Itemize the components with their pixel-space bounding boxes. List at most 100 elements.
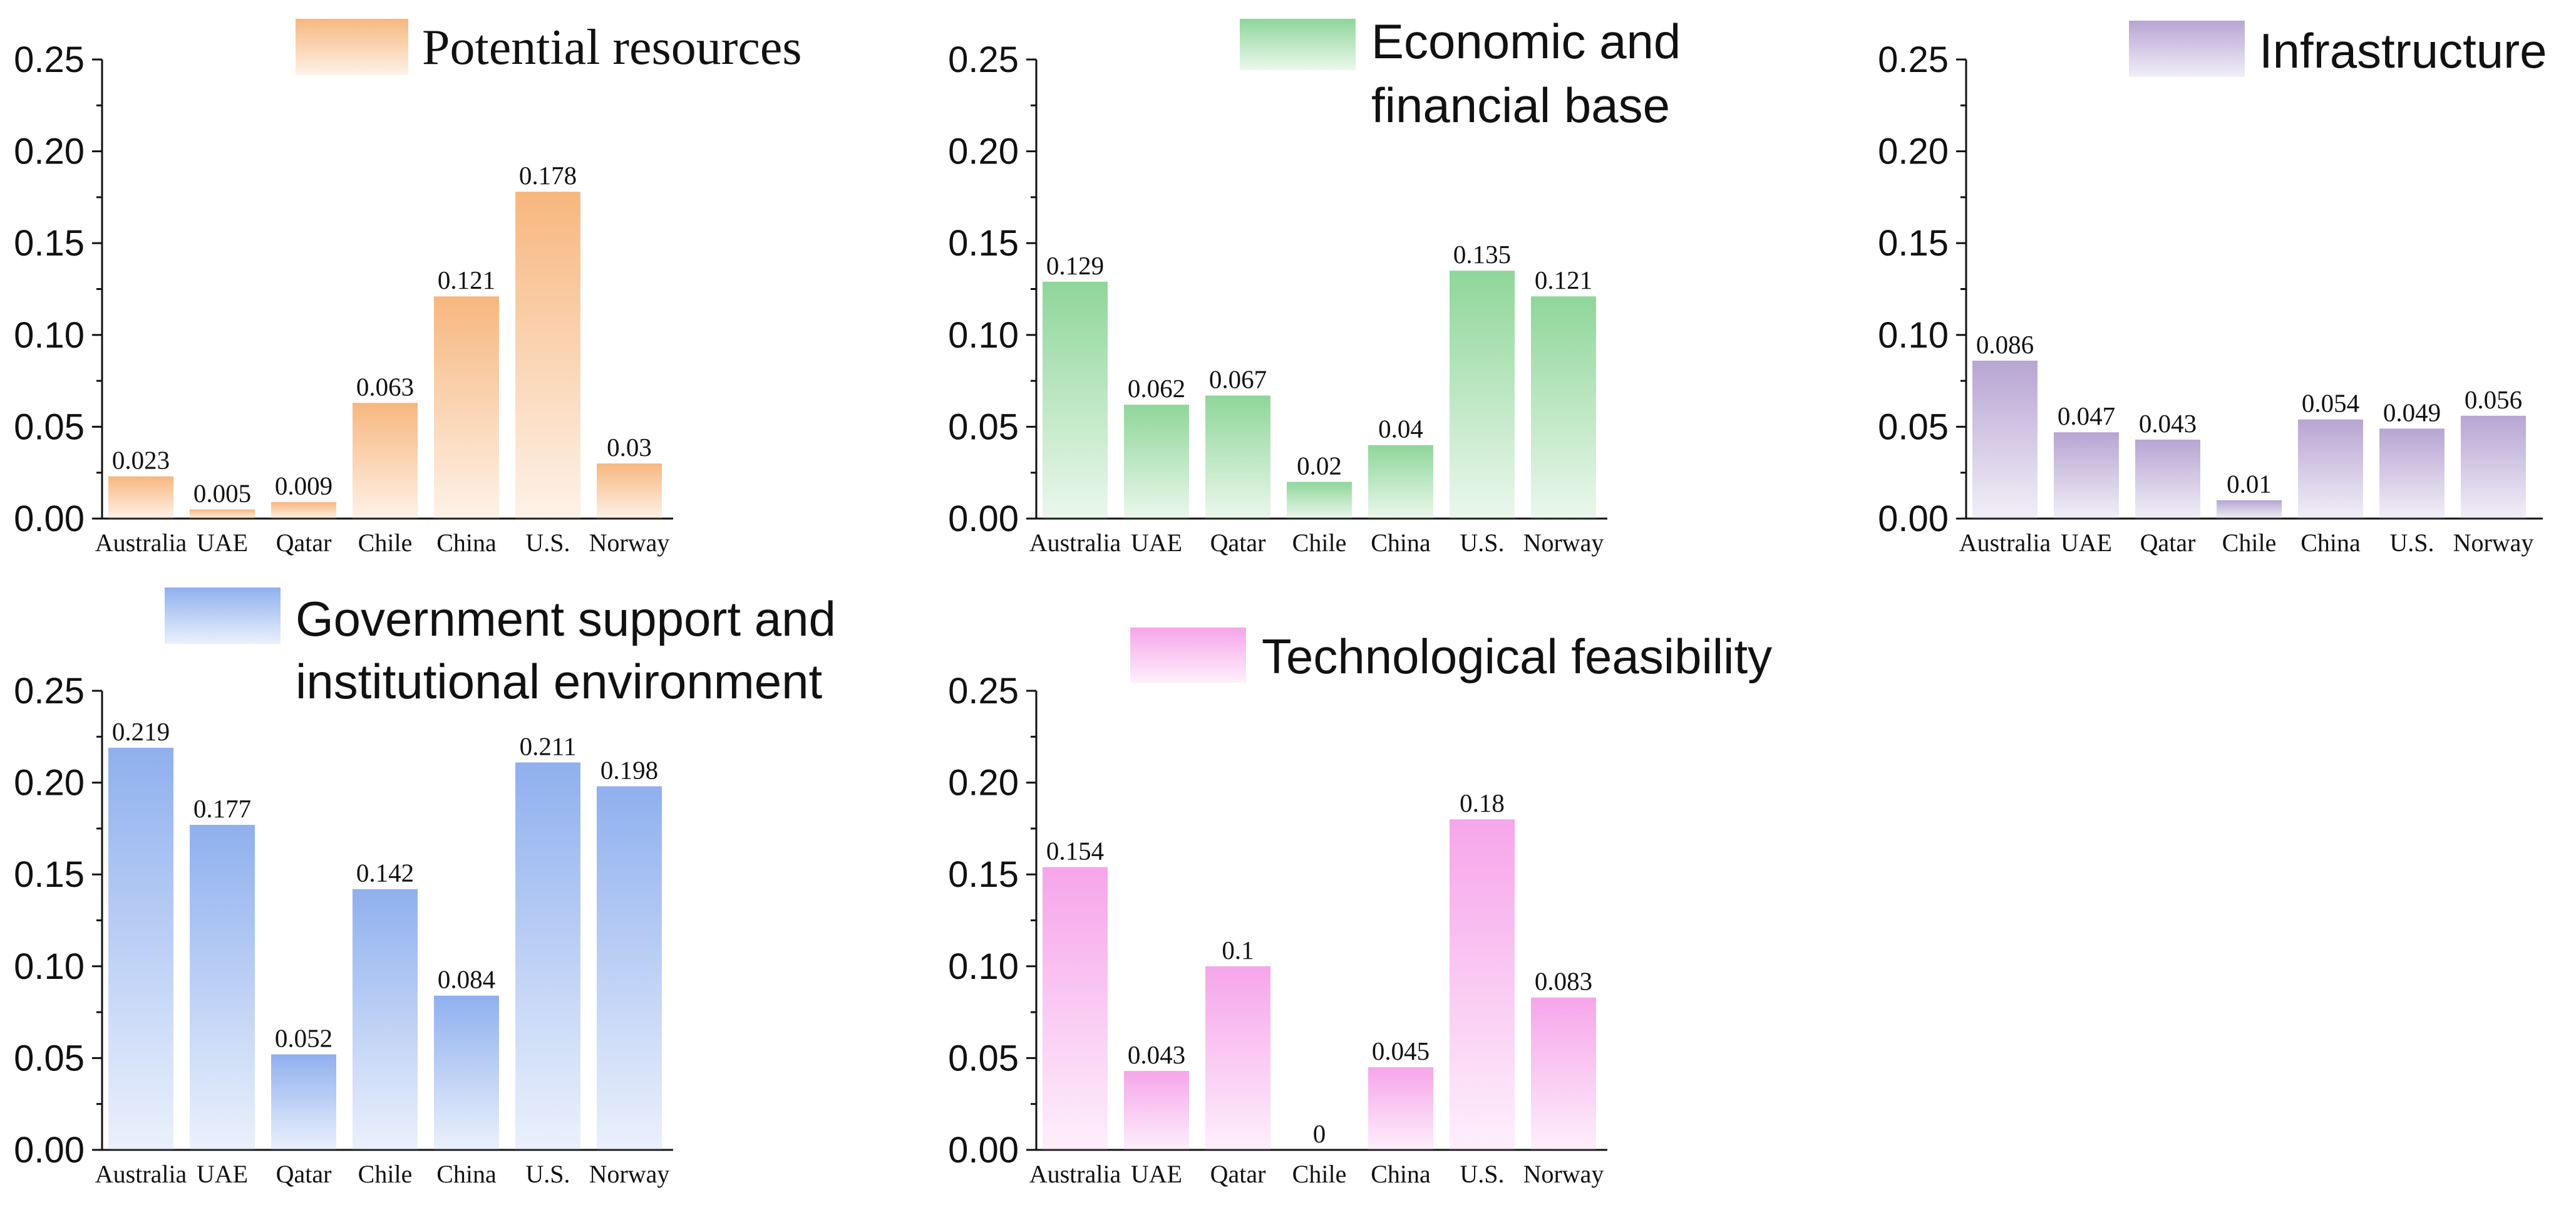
bar	[2379, 428, 2445, 519]
value-label: 0.009	[275, 472, 332, 500]
legend-swatch	[1240, 19, 1356, 70]
value-label: 0	[1313, 1119, 1326, 1148]
y-tick-label: 0.10	[1878, 315, 1949, 356]
y-tick-label: 0.15	[14, 854, 85, 895]
y-tick-label: 0.25	[1878, 39, 1949, 80]
category-label: UAE	[1131, 1160, 1182, 1188]
chart-panel-2: Economic and financial base 0.00 0.05 0.10 0.…	[948, 14, 1681, 557]
bar	[2054, 432, 2119, 519]
chart-panel-4: Government support and institutional envi…	[14, 587, 836, 1188]
bar	[1368, 1067, 1433, 1150]
category-label: Australia	[95, 1160, 187, 1188]
bar	[1531, 997, 1596, 1150]
y-tick-label: 0.05	[948, 406, 1019, 447]
bar	[1124, 1070, 1189, 1150]
y-tick-label: 0.00	[14, 499, 85, 539]
y-tick-label: 0.20	[1878, 132, 1949, 172]
category-label: Qatar	[276, 529, 332, 557]
value-label: 0.03	[607, 433, 652, 462]
category-label: UAE	[197, 1160, 248, 1188]
category-label: Qatar	[276, 1160, 332, 1188]
chart-title-line-2: financial base	[1371, 78, 1670, 133]
y-tick-label: 0.05	[1878, 406, 1949, 447]
bar	[1531, 296, 1596, 519]
y-tick-label: 0.15	[948, 223, 1019, 264]
value-label: 0.086	[1976, 330, 2034, 359]
chart-title: Potential resources	[422, 20, 801, 75]
chart-title-line-1: Economic and	[1371, 14, 1681, 69]
value-label: 0.083	[1535, 967, 1592, 996]
legend-swatch	[165, 587, 281, 644]
value-label: 0.121	[438, 266, 495, 294]
y-tick-label: 0.25	[14, 39, 85, 80]
bar	[1450, 819, 1515, 1150]
category-label: Australia	[1959, 529, 2051, 557]
category-label: Norway	[2453, 529, 2534, 557]
value-label: 0.01	[2227, 470, 2272, 499]
bar	[2298, 419, 2363, 519]
y-tick-label: 0.15	[14, 223, 85, 264]
bar	[434, 995, 499, 1150]
y-tick-label: 0.10	[948, 946, 1019, 987]
bar	[597, 463, 662, 519]
y-tick-label: 0.10	[948, 315, 1019, 356]
y-tick-label: 0.10	[14, 315, 85, 356]
category-label: Norway	[1523, 529, 1604, 557]
y-tick-label: 0.00	[1878, 499, 1949, 539]
y-tick-label: 0.25	[948, 39, 1019, 80]
bar	[2461, 415, 2526, 519]
value-label: 0.177	[193, 794, 251, 823]
value-label: 0.062	[1128, 374, 1185, 403]
category-label: China	[436, 529, 497, 557]
y-tick-label: 0.20	[948, 132, 1019, 172]
chart-title-line-1: Government support and	[296, 591, 836, 646]
value-label: 0.005	[193, 478, 251, 507]
bar	[1043, 867, 1108, 1150]
category-label: U.S.	[1460, 1160, 1504, 1188]
y-tick-label: 0.05	[948, 1038, 1019, 1078]
chart-title: Technological feasibility	[1262, 629, 1772, 684]
bar	[271, 1054, 336, 1150]
category-label: Qatar	[1210, 529, 1266, 557]
y-tick-label: 0.20	[14, 132, 85, 172]
category-label: U.S.	[1460, 529, 1504, 557]
value-label: 0.063	[356, 372, 414, 401]
y-tick-label: 0.25	[948, 671, 1019, 711]
value-label: 0.154	[1046, 836, 1104, 865]
chart-title: Infrastructure	[2259, 23, 2547, 78]
value-label: 0.121	[1535, 266, 1592, 294]
value-label: 0.047	[2058, 401, 2115, 430]
value-label: 0.084	[438, 965, 495, 994]
chart-panel-1: Potential resources 0.00 0.05 0.10 0.15 0.20 0…	[14, 19, 801, 557]
bar	[1124, 405, 1189, 519]
bar	[271, 502, 336, 519]
chart-title-line-2: institutional environment	[296, 654, 822, 709]
y-tick-label: 0.15	[1878, 223, 1949, 264]
y-tick-label: 0.15	[948, 854, 1019, 895]
legend-swatch	[2129, 21, 2245, 77]
category-label: U.S.	[2389, 529, 2434, 557]
bar	[108, 747, 173, 1150]
bar	[1205, 395, 1270, 519]
category-label: Chile	[358, 1160, 413, 1188]
value-label: 0.056	[2465, 385, 2522, 414]
value-label: 0.054	[2302, 389, 2359, 418]
bar	[434, 296, 499, 519]
category-label: Norway	[1523, 1160, 1604, 1188]
value-label: 0.18	[1460, 789, 1505, 817]
bar	[1043, 281, 1108, 519]
bar	[1287, 482, 1352, 519]
category-label: China	[1371, 529, 1431, 557]
value-label: 0.043	[1128, 1040, 1185, 1069]
bar	[108, 476, 173, 519]
bar	[515, 192, 580, 519]
category-label: Chile	[1292, 1160, 1347, 1188]
y-tick-label: 0.10	[14, 946, 85, 987]
value-label: 0.045	[1372, 1037, 1430, 1065]
category-label: China	[1371, 1160, 1431, 1188]
category-label: UAE	[1131, 529, 1182, 557]
y-tick-label: 0.00	[948, 1130, 1019, 1171]
category-label: Qatar	[1210, 1160, 1266, 1188]
value-label: 0.198	[600, 755, 658, 784]
